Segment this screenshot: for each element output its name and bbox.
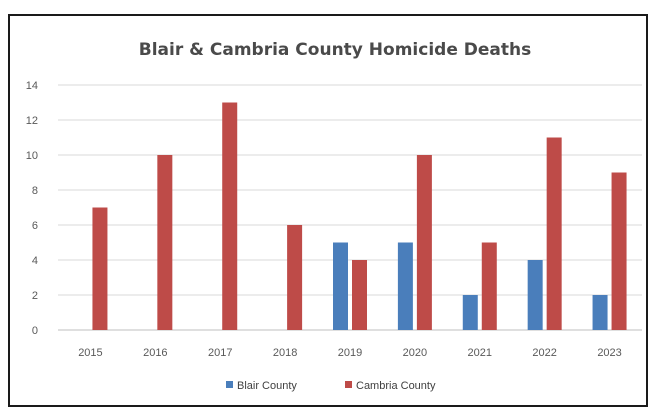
- x-tick-label: 2021: [468, 347, 492, 359]
- bar-cambria-county-2019: [352, 260, 367, 330]
- y-tick-label: 8: [32, 185, 38, 197]
- bar-cambria-county-2020: [416, 155, 432, 330]
- bar-cambria-county-2016: [157, 155, 173, 330]
- x-tick-label: 2022: [532, 347, 556, 359]
- legend-label: Cambria County: [356, 380, 436, 392]
- bar-blair-county-2021: [462, 295, 478, 330]
- y-tick-label: 0: [32, 325, 38, 337]
- y-tick-label: 2: [32, 290, 38, 302]
- legend-swatch: [345, 381, 352, 388]
- x-tick-label: 2016: [143, 347, 167, 359]
- x-tick-label: 2015: [78, 347, 102, 359]
- gridlines: [58, 84, 642, 331]
- bar-cambria-county-2021: [481, 242, 497, 330]
- bar-blair-county-2019: [333, 242, 348, 330]
- y-tick-label: 4: [32, 255, 38, 267]
- x-tick-label: 2018: [273, 347, 297, 359]
- legend: Blair County Cambria County: [226, 380, 436, 392]
- y-tick-label: 6: [32, 220, 38, 232]
- bar-blair-county-2023: [592, 295, 608, 330]
- bars: [92, 102, 627, 330]
- y-axis-ticks: 0 2 4 6 8 10 12 14: [26, 80, 38, 337]
- x-axis-ticks: 2015 2016 2017 2018 2019 2020 2021 2022 2023: [78, 347, 622, 359]
- bar-cambria-county-2018: [287, 225, 303, 330]
- legend-swatch: [226, 381, 233, 388]
- bar-cambria-county-2017: [222, 102, 238, 330]
- x-tick-label: 2017: [208, 347, 232, 359]
- chart-title: Blair & Cambria County Homicide Deaths: [139, 40, 531, 60]
- bar-cambria-county-2022: [546, 137, 562, 330]
- x-tick-label: 2019: [338, 347, 362, 359]
- chart-frame: [8, 14, 648, 407]
- bar-cambria-county-2023: [611, 172, 627, 330]
- y-tick-label: 12: [26, 115, 38, 127]
- y-tick-label: 10: [26, 150, 38, 162]
- legend-label: Blair County: [237, 380, 297, 392]
- bar-blair-county-2020: [397, 242, 413, 330]
- x-tick-label: 2023: [597, 347, 621, 359]
- bar-cambria-county-2015: [92, 207, 108, 330]
- x-tick-label: 2020: [403, 347, 427, 359]
- bar-blair-county-2022: [527, 260, 543, 330]
- y-tick-label: 14: [26, 80, 38, 92]
